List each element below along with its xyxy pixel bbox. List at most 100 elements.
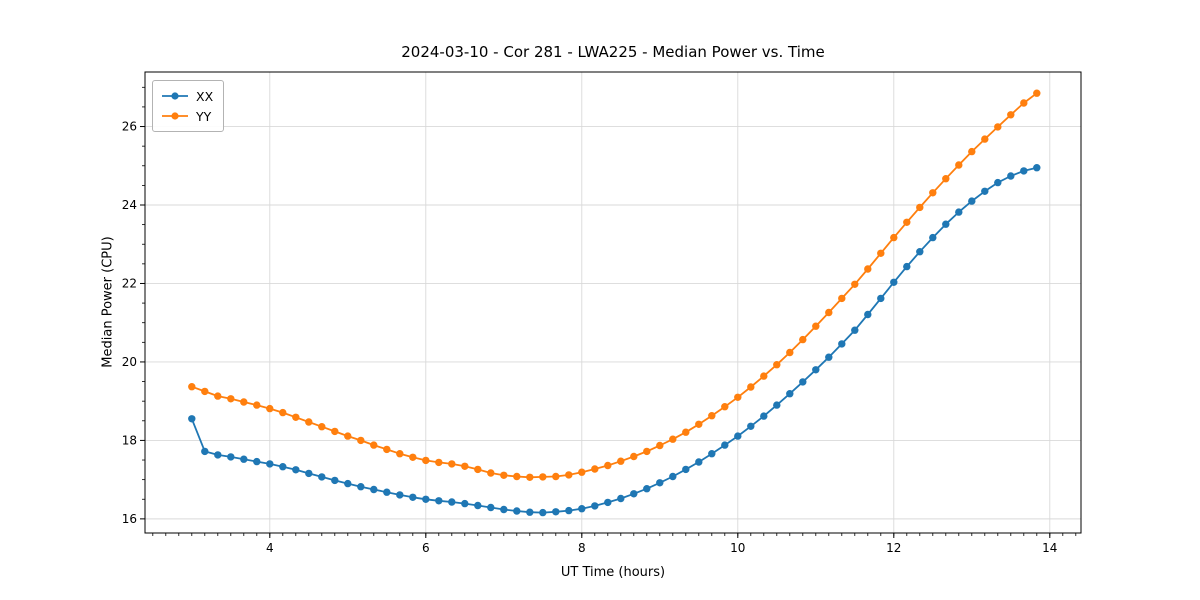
legend-item: YY (161, 106, 213, 126)
data-point-XX (578, 505, 586, 513)
data-point-XX (838, 340, 846, 348)
y-tick-label: 16 (122, 512, 137, 526)
legend-label: YY (196, 108, 212, 124)
data-point-YY (695, 420, 703, 428)
data-point-XX (942, 220, 950, 228)
data-point-YY (630, 452, 638, 461)
data-point-YY (565, 471, 573, 479)
data-point-YY (513, 472, 521, 481)
data-point-XX (318, 473, 326, 481)
data-point-YY (721, 403, 729, 411)
y-tick-label: 22 (122, 276, 137, 290)
data-point-XX (214, 451, 222, 459)
data-point-XX (409, 493, 417, 501)
data-point-YY (552, 472, 560, 481)
data-point-YY (955, 161, 963, 169)
axis-ticks (140, 86, 1077, 538)
data-point-XX (539, 508, 547, 517)
data-point-XX (630, 490, 638, 498)
data-point-YY (422, 456, 430, 465)
data-point-YY (383, 445, 391, 454)
data-point-XX (864, 310, 872, 319)
data-point-YY (877, 249, 885, 257)
axes-spines (144, 71, 1082, 534)
data-point-YY (734, 393, 742, 401)
data-point-XX (591, 502, 599, 510)
data-point-XX (617, 494, 625, 503)
y-axis-label: Median Power (CPU) (100, 236, 116, 368)
data-point-YY (487, 469, 495, 477)
axis-tick-labels: 4 6 8 10 12 14 16 18 20 22 24 26 (122, 120, 1058, 555)
data-point-XX (656, 479, 664, 487)
data-series (188, 89, 1041, 517)
data-point-XX (513, 507, 521, 515)
data-point-YY (890, 233, 898, 242)
data-point-YY (994, 123, 1002, 131)
data-point-YY (773, 361, 781, 369)
data-point-XX (279, 463, 287, 471)
data-point-YY (903, 218, 911, 226)
chart-title: 2024-03-10 - Cor 281 - LWA225 - Median P… (401, 43, 825, 61)
data-point-XX (786, 390, 794, 398)
legend-label: XX (196, 88, 214, 104)
data-point-XX (747, 422, 755, 430)
data-point-YY (461, 462, 469, 470)
plot-border (144, 71, 1082, 534)
data-point-XX (929, 233, 937, 242)
data-point-YY (214, 392, 222, 400)
data-point-XX (383, 488, 391, 496)
data-point-YY (968, 147, 976, 156)
x-tick-label: 12 (886, 541, 901, 555)
data-point-YY (539, 473, 547, 481)
data-point-XX (461, 499, 469, 508)
data-point-YY (279, 408, 287, 417)
series-line-YY (191, 92, 1038, 479)
data-point-YY (474, 465, 482, 474)
grid-lines (145, 72, 1081, 533)
data-point-YY (656, 441, 664, 450)
data-point-XX (825, 353, 833, 361)
data-point-YY (578, 468, 586, 476)
data-point-YY (786, 348, 794, 357)
data-point-XX (799, 378, 807, 386)
data-point-YY (448, 460, 456, 468)
data-point-XX (1020, 167, 1028, 175)
data-point-XX (396, 491, 404, 499)
data-point-XX (422, 495, 430, 503)
data-point-YY (669, 435, 677, 443)
data-point-XX (994, 178, 1002, 187)
data-point-XX (968, 197, 976, 205)
x-tick-label: 8 (578, 541, 586, 555)
data-point-XX (1007, 172, 1015, 180)
data-point-YY (747, 383, 755, 391)
data-point-XX (721, 441, 729, 449)
data-point-XX (435, 497, 443, 505)
data-point-YY (812, 322, 820, 330)
data-point-YY (305, 418, 313, 426)
data-point-XX (1033, 164, 1041, 172)
data-point-YY (331, 427, 339, 436)
data-point-XX (240, 455, 248, 463)
data-point-XX (981, 187, 989, 195)
legend-item: XX (161, 86, 213, 106)
data-point-YY (266, 404, 274, 413)
data-point-YY (682, 428, 690, 436)
data-point-XX (487, 503, 495, 512)
data-point-XX (526, 508, 534, 516)
data-point-YY (526, 473, 534, 481)
data-point-YY (227, 395, 235, 403)
data-point-YY (760, 372, 768, 380)
data-point-XX (604, 498, 612, 507)
data-point-XX (773, 401, 781, 409)
data-point-YY (799, 335, 807, 344)
data-point-XX (188, 415, 196, 423)
data-point-XX (305, 469, 313, 478)
data-point-XX (903, 262, 911, 271)
data-point-YY (981, 135, 989, 143)
data-point-XX (292, 466, 300, 474)
data-point-XX (370, 485, 378, 494)
data-point-YY (409, 453, 417, 461)
data-point-XX (357, 483, 365, 491)
data-point-YY (838, 294, 846, 303)
